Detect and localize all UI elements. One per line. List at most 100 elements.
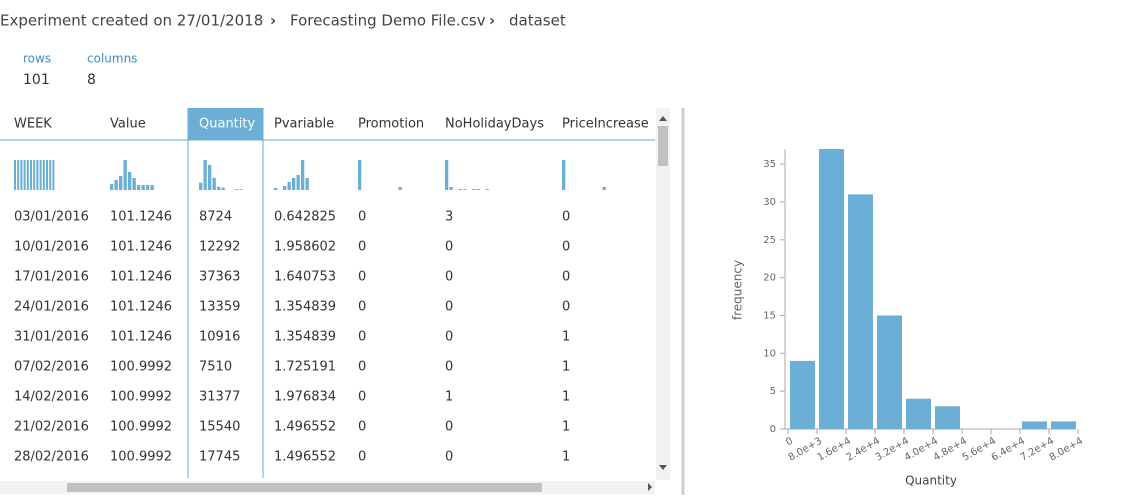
table-cell: 100.9992 [110,450,172,465]
histogram-bar [906,398,931,429]
table-cell: 1.496552 [274,420,336,435]
table-cell: 0 [562,240,570,255]
column-sparkline-bar [123,160,127,190]
table-cell: 10/01/2016 [14,240,89,255]
breadcrumb-item[interactable]: Experiment created on 27/01/2018 [0,12,263,30]
table-cell: 1.958602 [274,240,336,255]
scroll-down[interactable] [659,465,667,470]
column-sparkline-bar [39,160,42,190]
column-sparkline-bar [358,160,362,190]
histogram-bar [790,360,815,429]
v-scroll-thumb[interactable] [658,126,668,166]
column-sparkline-bar [52,160,55,190]
column-sparkline-bar [141,185,145,190]
table-cell: 15540 [199,420,240,435]
table-cell: 24/01/2016 [14,300,89,315]
table-cell: 0 [358,210,366,225]
column-sparkline-bar [33,160,36,190]
table-cell: 1 [562,360,570,375]
column-sparkline-bar [463,189,467,190]
column-header[interactable]: PriceIncrease [562,117,649,132]
table-cell: 0 [445,360,453,375]
column-sparkline-bar [49,160,52,190]
column-sparkline-bar [301,160,305,190]
breadcrumb-item[interactable]: Forecasting Demo File.csv [290,12,486,30]
table-cell: 1 [562,420,570,435]
table-cell: 100.9992 [110,420,172,435]
table-cell: 03/01/2016 [14,210,89,225]
column-sparkline-bar [203,160,207,190]
scroll-up[interactable] [659,116,667,121]
column-header[interactable]: Value [110,117,146,132]
column-sparkline-bar [146,185,150,190]
column-sparkline-bar [114,180,118,190]
table-cell: 0 [358,300,366,315]
column-sparkline-bar [235,189,239,190]
histogram-bar [1022,421,1047,429]
column-sparkline-bar [36,160,39,190]
column-header[interactable]: Promotion [358,117,424,132]
column-sparkline-bar [458,189,462,190]
table-cell: 1 [562,390,570,405]
histogram-bar [935,406,960,429]
table-cell: 0 [562,210,570,225]
v-scrollbar[interactable] [656,108,670,480]
column-sparkline-bar [46,160,48,190]
column-header[interactable]: Quantity [199,117,255,132]
column-sparkline-bar [274,188,278,190]
y-tick-label: 25 [763,235,776,246]
scroll-right[interactable] [648,483,652,491]
column-sparkline-bar [119,176,123,190]
column-sparkline-bar [445,160,449,190]
table-cell: 37363 [199,270,240,285]
table-cell: 0 [445,300,453,315]
table-cell: 0 [445,450,453,465]
column-sparkline-bar [14,160,16,190]
column-header[interactable]: NoHolidayDays [445,117,544,132]
column-sparkline-bar [17,160,20,190]
table-cell: 28/02/2016 [14,450,89,465]
y-tick-label: 30 [763,197,776,208]
table-cell: 1.354839 [274,330,336,345]
table-cell: 1 [445,390,453,405]
column-sparkline-bar [199,182,203,190]
y-tick-label: 5 [770,386,776,397]
table-cell: 21/02/2016 [14,420,89,435]
column-sparkline-bar [150,185,154,190]
stat-value: 8 [87,72,96,88]
table-cell: 0 [445,270,453,285]
column-sparkline-bar [208,164,212,190]
x-tick-label: 0 [784,436,795,449]
column-sparkline-bar [287,182,291,190]
column-sparkline-bar [221,187,225,190]
table-cell: 12292 [199,240,240,255]
table-cell: 14/02/2016 [14,390,89,405]
column-sparkline-bar [132,178,136,190]
table-cell: 1.640753 [274,270,336,285]
column-sparkline-bar [26,160,29,190]
h-scroll-thumb[interactable] [67,483,542,492]
table-cell: 1.496552 [274,450,336,465]
table-cell: 17745 [199,450,240,465]
column-header[interactable]: Pvariable [274,117,334,132]
column-sparkline-bar [283,186,287,190]
table-cell: 0 [445,330,453,345]
table-cell: 0 [445,240,453,255]
column-sparkline-bar [23,160,26,190]
table-cell: 100.9992 [110,360,172,375]
table-cell: 0 [358,330,366,345]
column-sparkline-bar [137,185,141,190]
y-tick-label: 10 [763,348,776,359]
table-cell: 101.1246 [110,270,172,285]
y-tick-label: 35 [763,159,776,170]
column-header[interactable]: WEEK [14,117,52,132]
column-sparkline-bar [217,186,221,190]
column-sparkline-bar [602,187,606,190]
table-cell: 07/02/2016 [14,360,89,375]
selected-header[interactable] [188,108,263,140]
y-tick-label: 0 [770,424,776,435]
table-cell: 10916 [199,330,240,345]
table-cell: 101.1246 [110,330,172,345]
